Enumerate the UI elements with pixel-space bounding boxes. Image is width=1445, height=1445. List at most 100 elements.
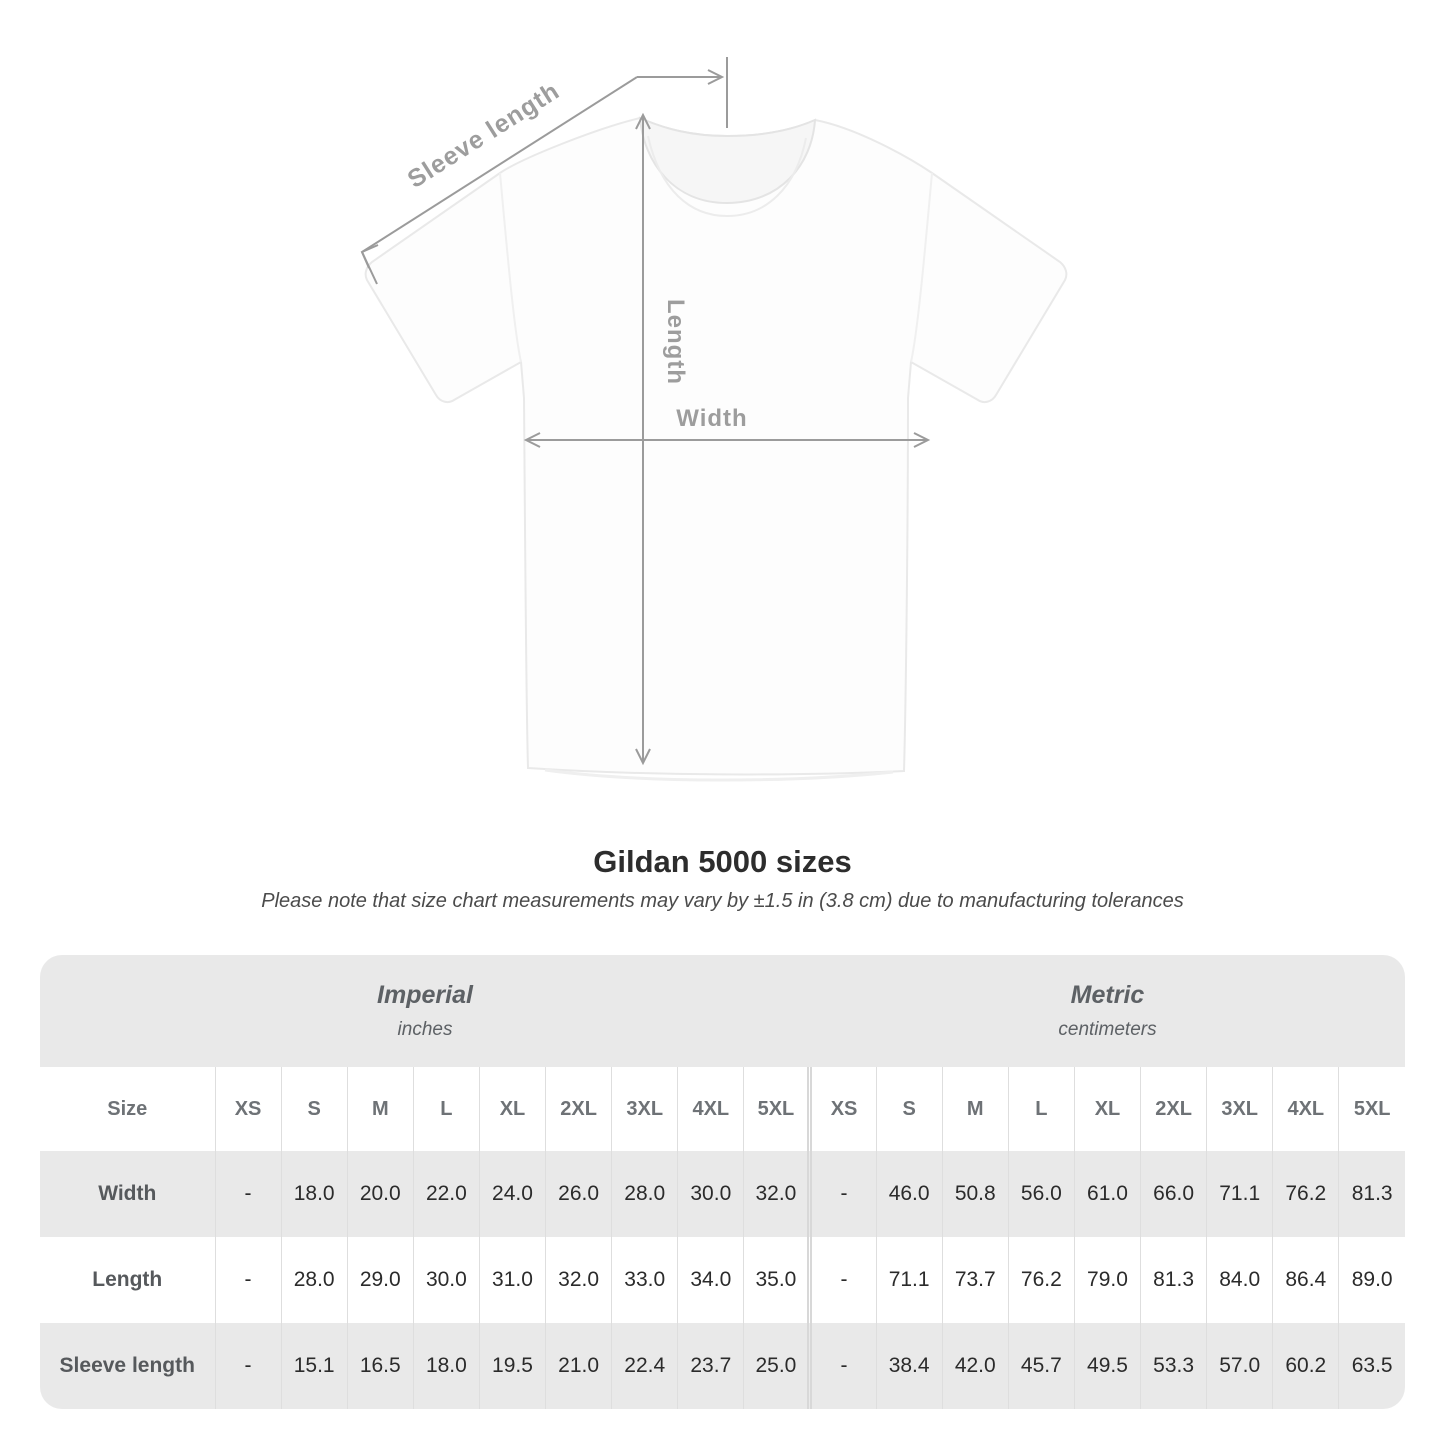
size-header-imperial-3xl: 3XL (611, 1067, 678, 1151)
width-imperial-2xl: 26.0 (545, 1151, 612, 1237)
sleeve-length-row: Sleeve length - 15.1 16.5 18.0 19.5 21.0… (40, 1323, 1405, 1409)
size-header-metric-4xl: 4XL (1272, 1067, 1339, 1151)
length-imperial-l: 30.0 (412, 1237, 480, 1323)
page-title: Gildan 5000 sizes (593, 844, 852, 879)
length-imperial-5xl: 35.0 (743, 1237, 810, 1323)
tshirt-shape (364, 116, 1068, 782)
sleeve-metric-2xl: 53.3 (1140, 1323, 1207, 1409)
sleeve-length-arrow (360, 69, 725, 285)
length-label: Length (662, 299, 689, 385)
width-imperial-m: 20.0 (346, 1151, 414, 1237)
sleeve-metric-5xl: 63.5 (1338, 1323, 1405, 1409)
size-header-imperial-l: L (412, 1067, 480, 1151)
length-imperial-3xl: 33.0 (611, 1237, 678, 1323)
width-imperial-5xl: 32.0 (743, 1151, 810, 1237)
width-metric-3xl: 71.1 (1206, 1151, 1273, 1237)
width-imperial-xl: 24.0 (478, 1151, 546, 1237)
sleeve-metric-3xl: 57.0 (1206, 1323, 1273, 1409)
sleeve-imperial-2xl: 21.0 (545, 1323, 612, 1409)
size-header-imperial-4xl: 4XL (677, 1067, 744, 1151)
length-metric-xl: 79.0 (1073, 1237, 1141, 1323)
size-header-metric-l: L (1007, 1067, 1075, 1151)
sleeve-imperial-l: 18.0 (412, 1323, 480, 1409)
metric-header: Metric centimeters (809, 955, 1405, 1067)
tshirt-measurement-diagram: Sleeve length Length Width (360, 57, 1068, 782)
metric-label: Metric (1070, 981, 1145, 1009)
width-imperial-s: 18.0 (280, 1151, 348, 1237)
size-header-metric-3xl: 3XL (1206, 1067, 1273, 1151)
width-metric-xs: - (807, 1151, 877, 1237)
size-header-metric-xs: XS (807, 1067, 877, 1151)
row-label-length: Length (40, 1237, 215, 1323)
length-imperial-4xl: 34.0 (677, 1237, 744, 1323)
sleeve-imperial-s: 15.1 (280, 1323, 348, 1409)
size-header-imperial-m: M (346, 1067, 414, 1151)
size-header-row: Size XS S M L XL 2XL 3XL 4XL 5XL XS S M … (40, 1067, 1405, 1151)
size-header-metric-5xl: 5XL (1338, 1067, 1405, 1151)
length-metric-4xl: 86.4 (1272, 1237, 1339, 1323)
sleeve-metric-m: 42.0 (941, 1323, 1009, 1409)
width-metric-xl: 61.0 (1073, 1151, 1141, 1237)
size-header-imperial-xs: XS (214, 1067, 282, 1151)
length-metric-2xl: 81.3 (1140, 1237, 1207, 1323)
width-metric-l: 56.0 (1007, 1151, 1075, 1237)
width-imperial-3xl: 28.0 (611, 1151, 678, 1237)
sleeve-imperial-m: 16.5 (346, 1323, 414, 1409)
size-column-header: Size (40, 1067, 215, 1151)
measurement-arrows (360, 57, 931, 766)
metric-unit: centimeters (1058, 1019, 1157, 1040)
sleeve-imperial-5xl: 25.0 (743, 1323, 810, 1409)
tolerance-note: Please note that size chart measurements… (261, 890, 1184, 912)
size-header-imperial-s: S (280, 1067, 348, 1151)
length-metric-5xl: 89.0 (1338, 1237, 1405, 1323)
sleeve-metric-s: 38.4 (875, 1323, 943, 1409)
length-imperial-xl: 31.0 (478, 1237, 546, 1323)
size-header-metric-2xl: 2XL (1140, 1067, 1207, 1151)
length-metric-m: 73.7 (941, 1237, 1009, 1323)
sleeve-imperial-3xl: 22.4 (611, 1323, 678, 1409)
sleeve-metric-xs: - (807, 1323, 877, 1409)
size-header-metric-m: M (941, 1067, 1009, 1151)
size-header-metric-xl: XL (1073, 1067, 1141, 1151)
length-row: Length - 28.0 29.0 30.0 31.0 32.0 33.0 3… (40, 1237, 1405, 1323)
size-header-imperial-xl: XL (478, 1067, 546, 1151)
width-imperial-4xl: 30.0 (677, 1151, 744, 1237)
width-metric-s: 46.0 (875, 1151, 943, 1237)
imperial-unit: inches (397, 1019, 453, 1040)
size-header-imperial-2xl: 2XL (545, 1067, 612, 1151)
size-header-imperial-5xl: 5XL (743, 1067, 810, 1151)
width-metric-2xl: 66.0 (1140, 1151, 1207, 1237)
length-imperial-xs: - (214, 1237, 282, 1323)
sleeve-imperial-4xl: 23.7 (677, 1323, 744, 1409)
sleeve-metric-4xl: 60.2 (1272, 1323, 1339, 1409)
length-metric-xs: - (807, 1237, 877, 1323)
title-block: Gildan 5000 sizes Please note that size … (0, 844, 1445, 913)
length-metric-s: 71.1 (875, 1237, 943, 1323)
width-metric-5xl: 81.3 (1338, 1151, 1405, 1237)
length-imperial-2xl: 32.0 (545, 1237, 612, 1323)
sleeve-imperial-xl: 19.5 (478, 1323, 546, 1409)
row-label-width: Width (40, 1151, 215, 1237)
width-label: Width (676, 405, 747, 432)
tshirt-graphic: Sleeve length Length Width (360, 57, 1068, 782)
width-row: Width - 18.0 20.0 22.0 24.0 26.0 28.0 30… (40, 1151, 1405, 1237)
size-chart-table-container: Imperial inches Metric centimeters Size … (40, 955, 1405, 1409)
length-metric-3xl: 84.0 (1206, 1237, 1273, 1323)
size-header-metric-s: S (875, 1067, 943, 1151)
length-imperial-s: 28.0 (280, 1237, 348, 1323)
width-metric-m: 50.8 (941, 1151, 1009, 1237)
imperial-header: Imperial inches (40, 955, 810, 1067)
sleeve-imperial-xs: - (214, 1323, 282, 1409)
width-metric-4xl: 76.2 (1272, 1151, 1339, 1237)
row-label-sleeve-length: Sleeve length (40, 1323, 215, 1409)
collar (638, 116, 817, 205)
length-metric-l: 76.2 (1007, 1237, 1075, 1323)
sleeve-metric-l: 45.7 (1007, 1323, 1075, 1409)
imperial-label: Imperial (377, 981, 473, 1009)
length-imperial-m: 29.0 (346, 1237, 414, 1323)
width-imperial-l: 22.0 (412, 1151, 480, 1237)
width-imperial-xs: - (214, 1151, 282, 1237)
unit-header-row: Imperial inches Metric centimeters (40, 955, 1405, 1067)
size-chart-table: Imperial inches Metric centimeters Size … (40, 955, 1405, 1409)
sleeve-metric-xl: 49.5 (1073, 1323, 1141, 1409)
